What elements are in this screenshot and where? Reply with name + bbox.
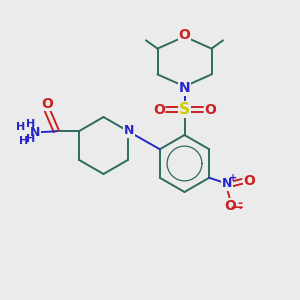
Text: H: H	[26, 119, 35, 129]
Text: N: N	[30, 126, 40, 139]
Text: N: N	[124, 124, 134, 137]
Text: O: O	[41, 97, 53, 111]
Text: N: N	[222, 177, 232, 190]
Text: S: S	[179, 102, 190, 117]
Text: ·: ·	[237, 200, 242, 218]
Text: O: O	[204, 103, 216, 116]
Text: —: —	[231, 201, 243, 214]
Text: O: O	[243, 174, 255, 188]
Text: H: H	[26, 134, 35, 144]
Text: O: O	[178, 28, 190, 42]
Text: H: H	[19, 136, 28, 146]
Text: O: O	[224, 199, 236, 213]
Text: N: N	[179, 81, 190, 95]
Text: -: -	[237, 197, 242, 210]
Text: +: +	[229, 173, 237, 183]
Text: O: O	[153, 103, 165, 116]
Text: H: H	[16, 122, 25, 132]
